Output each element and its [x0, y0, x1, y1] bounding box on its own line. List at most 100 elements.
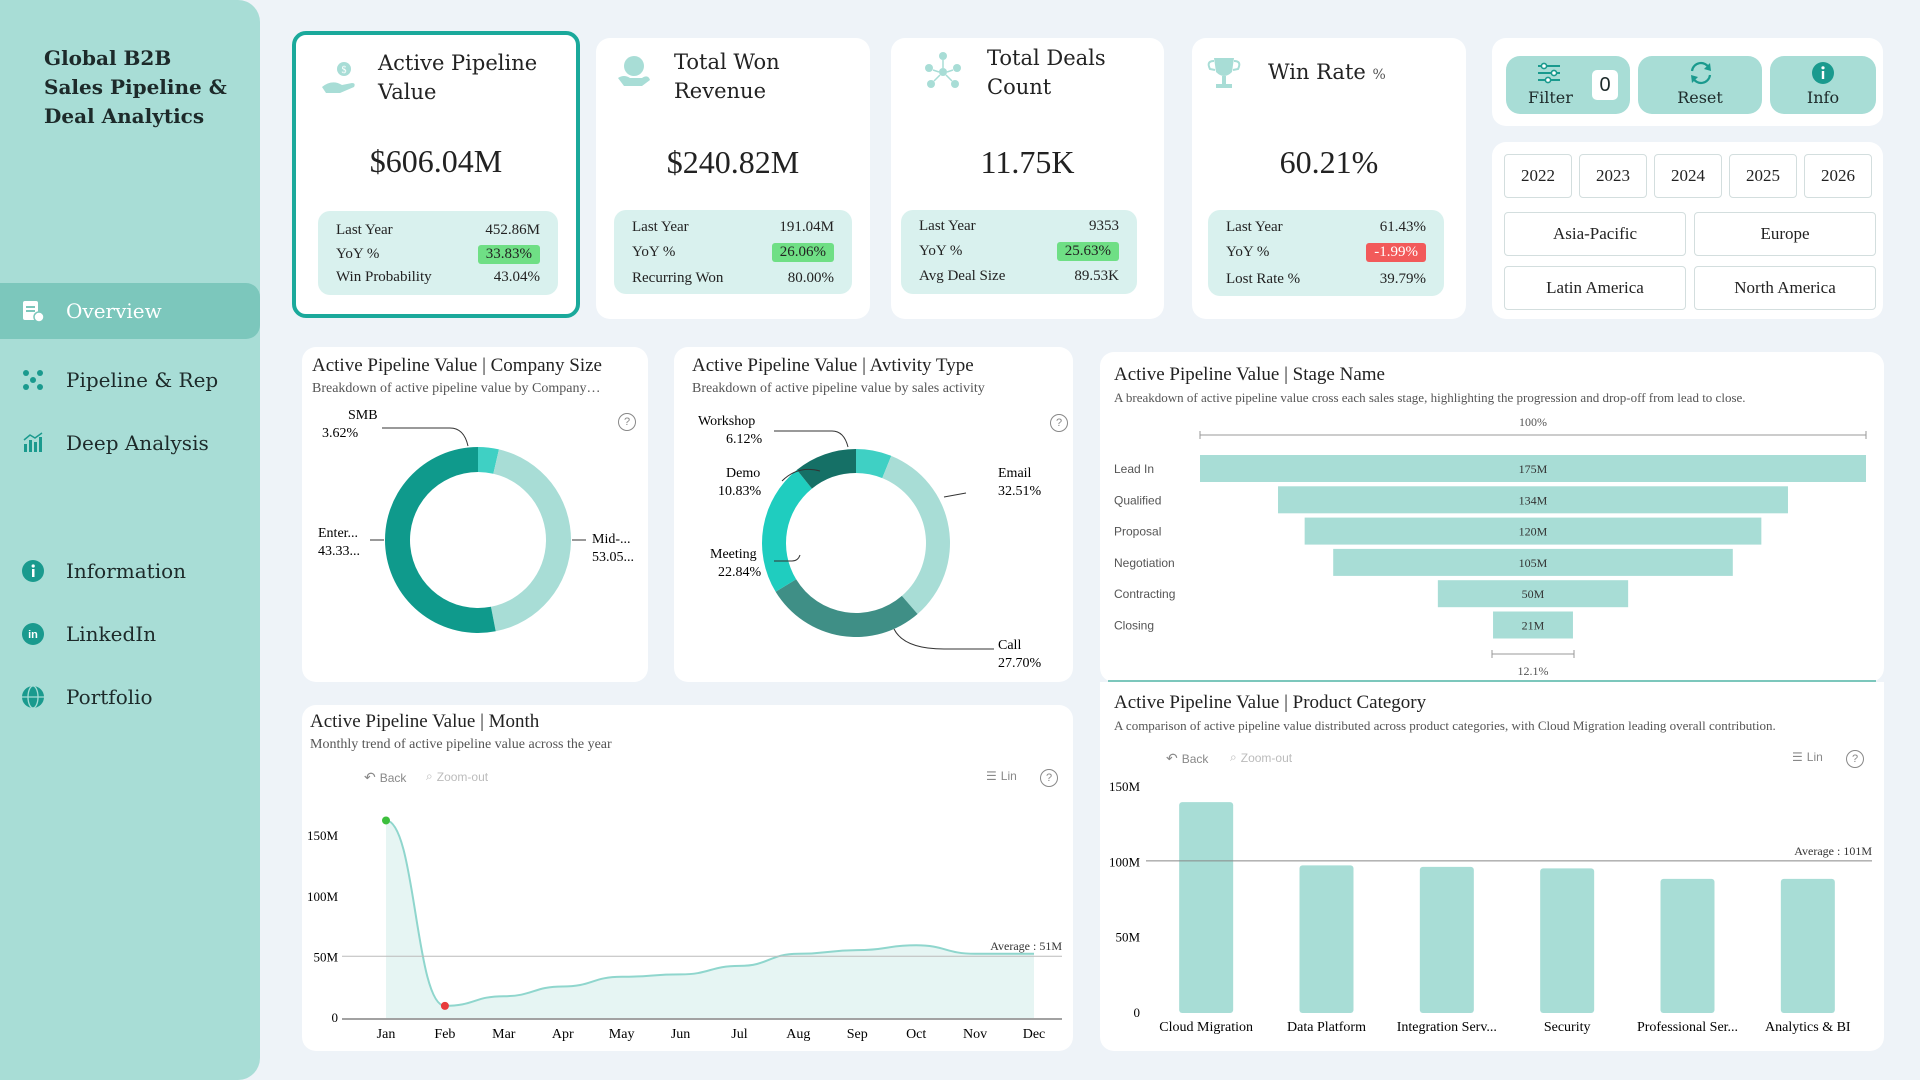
filter-button[interactable]: Filter 0	[1506, 56, 1630, 114]
min-point[interactable]	[440, 1001, 449, 1010]
back-button[interactable]: ↶ Back	[1166, 750, 1208, 767]
nav-pipeline-rep[interactable]: Pipeline & Rep	[0, 352, 260, 408]
filter-label: Filter	[1528, 88, 1573, 107]
region-button-latin-america[interactable]: Latin America	[1504, 266, 1686, 310]
back-button[interactable]: ↶ Back	[364, 769, 406, 786]
funnel-value-label: 175M	[1519, 462, 1548, 476]
lin-toggle-button[interactable]: ☰ Lin	[986, 769, 1017, 783]
funnel-bar-contracting[interactable]	[1437, 580, 1629, 608]
bar-data-platform[interactable]	[1299, 865, 1354, 1013]
label-call-pct: 27.70%	[998, 656, 1042, 671]
row-label: Last Year	[919, 217, 976, 234]
report-icon	[20, 298, 46, 324]
year-button-2022[interactable]: 2022	[1504, 154, 1572, 198]
label-enterprise-name: Enter...	[318, 526, 358, 541]
leader-line-smb	[382, 427, 469, 447]
info-label: Info	[1806, 88, 1840, 107]
money-hand-icon: $	[318, 57, 362, 101]
svg-text:$: $	[342, 65, 347, 76]
nav-linkedin[interactable]: in LinkedIn	[0, 606, 260, 662]
funnel-bottom-pct: 12.1%	[1518, 664, 1549, 678]
year-button-2023[interactable]: 2023	[1579, 154, 1647, 198]
lin-label: Lin	[1000, 769, 1017, 783]
back-label: Back	[1181, 751, 1209, 766]
funnel-bar-proposal[interactable]	[1304, 517, 1762, 545]
info-button[interactable]: Info	[1770, 56, 1876, 114]
zoom-out-button[interactable]: ⌕ Zoom-out	[426, 769, 488, 784]
funnel-stage-label: Negotiation	[1114, 556, 1175, 570]
donut-slice-mid-market[interactable]	[384, 447, 496, 633]
chart-subtitle: A breakdown of active pipeline value cro…	[1114, 390, 1746, 405]
donut-slice-workshop[interactable]	[856, 449, 892, 479]
month-trend-card: Active Pipeline Value | Month Monthly tr…	[302, 705, 1073, 1051]
funnel-bar-qualified[interactable]	[1278, 486, 1788, 514]
donut-slice-email[interactable]	[882, 455, 950, 615]
stage-funnel-chart[interactable]: 100% 175M Lead In 134M Qualified 120M Proposa…	[1100, 352, 1884, 682]
kpi-card-win-rate[interactable]: Win Rate % 60.21% Last Year 61.43% YoY % -…	[1192, 38, 1466, 319]
x-tick-label-oct: Oct	[906, 1027, 926, 1042]
year-button-2024[interactable]: 2024	[1654, 154, 1722, 198]
kpi-card-total-won[interactable]: Total Won Revenue $240.82M Last Year 191.…	[596, 38, 870, 319]
donut-slice-meeting[interactable]	[762, 469, 812, 592]
kpi-details: Last Year 452.86M YoY % 33.83% Win Probabi…	[318, 211, 558, 295]
funnel-bar-closing[interactable]	[1493, 611, 1573, 639]
activity-type-donut[interactable]: Workshop 6.12% Demo 10.83% Meeting 22.84…	[674, 347, 1073, 682]
nav-information[interactable]: Information	[0, 543, 260, 599]
line-area-fill	[386, 820, 1034, 1018]
product-bar-chart[interactable]: 0 50M 100M 150M Cloud Migration Data Platform…	[1100, 682, 1884, 1051]
nav-deep-analysis[interactable]: Deep Analysis	[0, 415, 260, 471]
help-icon[interactable]: ?	[1846, 750, 1864, 768]
help-icon[interactable]: ?	[1050, 414, 1068, 432]
donut-slice-enterprise[interactable]	[490, 449, 571, 632]
row-value: 452.86M	[485, 221, 540, 238]
region-button-north-america[interactable]: North America	[1694, 266, 1876, 310]
label-smb-name: SMB	[348, 408, 378, 423]
region-button-asia-pacific[interactable]: Asia-Pacific	[1504, 212, 1686, 256]
x-tick-label-jun: Jun	[671, 1027, 690, 1042]
nav-overview[interactable]: Overview	[0, 283, 260, 339]
leader-line-call	[893, 628, 994, 650]
row-label: YoY %	[632, 243, 676, 260]
kpi-row-yoy: YoY % 33.83%	[336, 243, 540, 265]
funnel-bar-lead-in[interactable]	[1200, 455, 1866, 482]
zoom-out-button[interactable]: ⌕ Zoom-out	[1230, 750, 1292, 765]
funnel-value-label: 134M	[1519, 493, 1548, 507]
chart-subtitle: Breakdown of active pipeline value by sa…	[692, 381, 985, 396]
line-series[interactable]	[385, 819, 1034, 1007]
kpi-value: 60.21%	[1279, 144, 1379, 180]
donut-slice-demo[interactable]	[796, 449, 856, 489]
label-demo-name: Demo	[726, 466, 760, 481]
row-value: 89.53K	[1074, 267, 1119, 284]
zoom-icon: ⌕	[426, 769, 433, 783]
donut-slice-smb[interactable]	[478, 447, 499, 474]
app-title: Global B2B Sales Pipeline & Deal Analyti…	[44, 46, 227, 128]
year-button-2025[interactable]: 2025	[1729, 154, 1797, 198]
label-meeting-pct: 22.84%	[718, 565, 762, 580]
bar-security[interactable]	[1540, 868, 1595, 1013]
reset-button[interactable]: Reset	[1638, 56, 1762, 114]
nav-portfolio[interactable]: Portfolio	[0, 669, 260, 725]
kpi-card-active-pipeline[interactable]: $ Active Pipeline Value $606.04M Last Ye…	[292, 31, 580, 318]
bar-analytics-bi[interactable]	[1780, 878, 1835, 1013]
bar-cloud-migration[interactable]	[1179, 802, 1234, 1013]
region-button-europe[interactable]: Europe	[1694, 212, 1876, 256]
kpi-title-text: Win Rate	[1268, 60, 1366, 84]
bar-professional-ser[interactable]	[1660, 878, 1715, 1013]
month-line-chart[interactable]: 0 50M 100M 150M Average : 51M Jan Feb Mar Apr May…	[302, 705, 1073, 1051]
funnel-bar-negotiation[interactable]	[1333, 548, 1733, 576]
chart-subtitle: Monthly trend of active pipeline value a…	[310, 737, 612, 752]
help-icon[interactable]: ?	[1040, 769, 1058, 787]
label-workshop-pct: 6.12%	[726, 432, 763, 447]
bar-integration-serv[interactable]	[1419, 866, 1474, 1013]
nav-deep-analysis-label: Deep Analysis	[66, 431, 209, 455]
company-size-donut[interactable]: SMB 3.62% Enter... 43.33... Mid-... 53.0…	[302, 347, 648, 682]
year-button-2026[interactable]: 2026	[1804, 154, 1872, 198]
kpi-card-total-deals[interactable]: Total Deals Count 11.75K Last Year 9353 Y…	[891, 38, 1164, 319]
donut-slice-call[interactable]	[775, 579, 918, 637]
help-icon[interactable]: ?	[618, 413, 636, 431]
y-tick-label: 0	[332, 1010, 339, 1025]
max-point[interactable]	[382, 816, 390, 825]
kpi-title: Total Deals Count	[987, 46, 1106, 99]
lin-toggle-button[interactable]: ☰ Lin	[1792, 750, 1823, 764]
back-label: Back	[379, 770, 407, 785]
